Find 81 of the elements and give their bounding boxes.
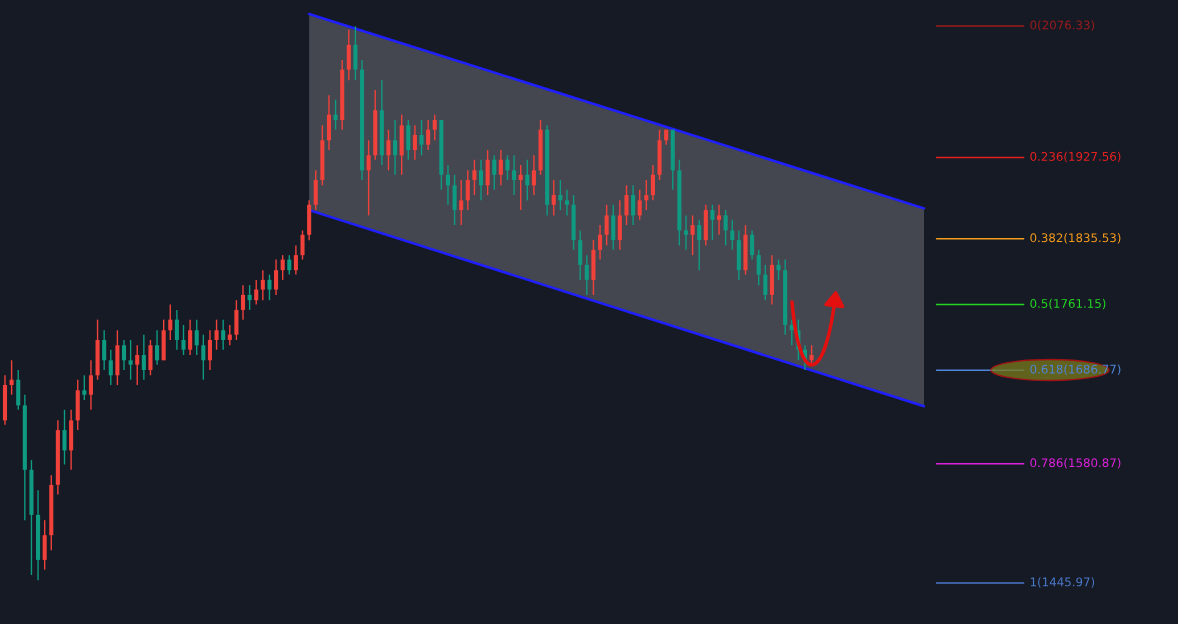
candlestick	[644, 179, 649, 211]
candlestick	[809, 344, 814, 366]
candlestick	[287, 254, 292, 276]
candlestick	[260, 269, 265, 301]
candlestick	[750, 229, 755, 261]
candlestick	[207, 329, 213, 371]
candlestick	[445, 164, 451, 206]
candlestick	[650, 164, 655, 202]
candlestick	[221, 318, 226, 351]
candlestick	[624, 184, 629, 226]
candlestick	[518, 164, 523, 211]
ref-line-label: 0.786(1580.87)	[1030, 458, 1121, 469]
candlestick	[240, 284, 246, 321]
candlestick	[637, 189, 642, 221]
candlestick	[697, 219, 702, 271]
ref-line-label: 0.618(1686.77)	[1030, 364, 1121, 376]
candlestick	[584, 254, 589, 296]
ref-line-label: 0(2076.33)	[1030, 20, 1095, 31]
candlestick	[512, 154, 517, 196]
candlestick	[551, 179, 556, 217]
candlestick	[214, 318, 219, 351]
candlestick	[274, 258, 279, 296]
candlestick	[730, 219, 735, 251]
candlestick	[710, 204, 715, 241]
candlestick	[128, 339, 133, 381]
candlestick	[564, 189, 570, 217]
candlestick	[141, 333, 146, 381]
candlestick	[62, 409, 67, 466]
candlestick	[426, 119, 431, 151]
candlestick	[174, 309, 179, 351]
candlestick	[597, 224, 603, 261]
candlestick	[82, 374, 87, 401]
candlestick	[188, 318, 193, 356]
candlestick	[254, 279, 259, 306]
candlestick	[492, 154, 497, 191]
candlestick	[472, 159, 477, 196]
candlestick	[168, 303, 173, 341]
candlestick	[181, 324, 186, 356]
candlestick	[121, 339, 127, 371]
candlestick	[716, 204, 722, 236]
candlestick	[690, 214, 695, 256]
candlestick	[763, 264, 768, 301]
ref-line-label: 0.236(1927.56)	[1030, 151, 1121, 163]
candlestick	[604, 204, 609, 247]
candlestick	[386, 128, 391, 172]
candlestick	[531, 154, 536, 196]
candlestick	[631, 184, 636, 226]
candlestick	[505, 154, 510, 181]
candlestick	[683, 214, 689, 251]
candlestick	[9, 359, 14, 396]
candlestick	[155, 329, 160, 366]
ref-line-label: 0.5(1761.15)	[1030, 298, 1106, 310]
candlestick	[108, 348, 113, 386]
candlestick	[478, 159, 484, 202]
candlestick	[723, 209, 728, 247]
candlestick	[267, 273, 272, 301]
candlestick	[102, 329, 107, 371]
candlestick	[756, 249, 761, 286]
candlestick	[293, 244, 298, 276]
candlestick	[227, 324, 232, 346]
candlestick	[135, 344, 140, 386]
candlestick	[247, 284, 252, 311]
candlestick	[525, 159, 530, 202]
candlestick	[88, 359, 93, 411]
candlestick	[393, 119, 398, 176]
candlestick	[366, 139, 371, 217]
candlestick	[465, 169, 470, 211]
ref-line-label: 0.382(1835.53)	[1030, 233, 1121, 244]
candlestick	[498, 149, 503, 187]
candlestick	[333, 98, 338, 131]
ref-line-label: 1(1445.97)	[1030, 577, 1095, 588]
candlestick	[776, 258, 781, 281]
candlestick	[300, 229, 305, 261]
candlestick	[459, 179, 464, 226]
candlestick	[201, 333, 206, 381]
candlestick	[194, 318, 199, 356]
candlestick	[432, 113, 437, 141]
candlestick	[558, 179, 563, 211]
candlestick	[412, 124, 417, 161]
candlestick	[419, 119, 424, 157]
candlestick	[280, 254, 285, 281]
